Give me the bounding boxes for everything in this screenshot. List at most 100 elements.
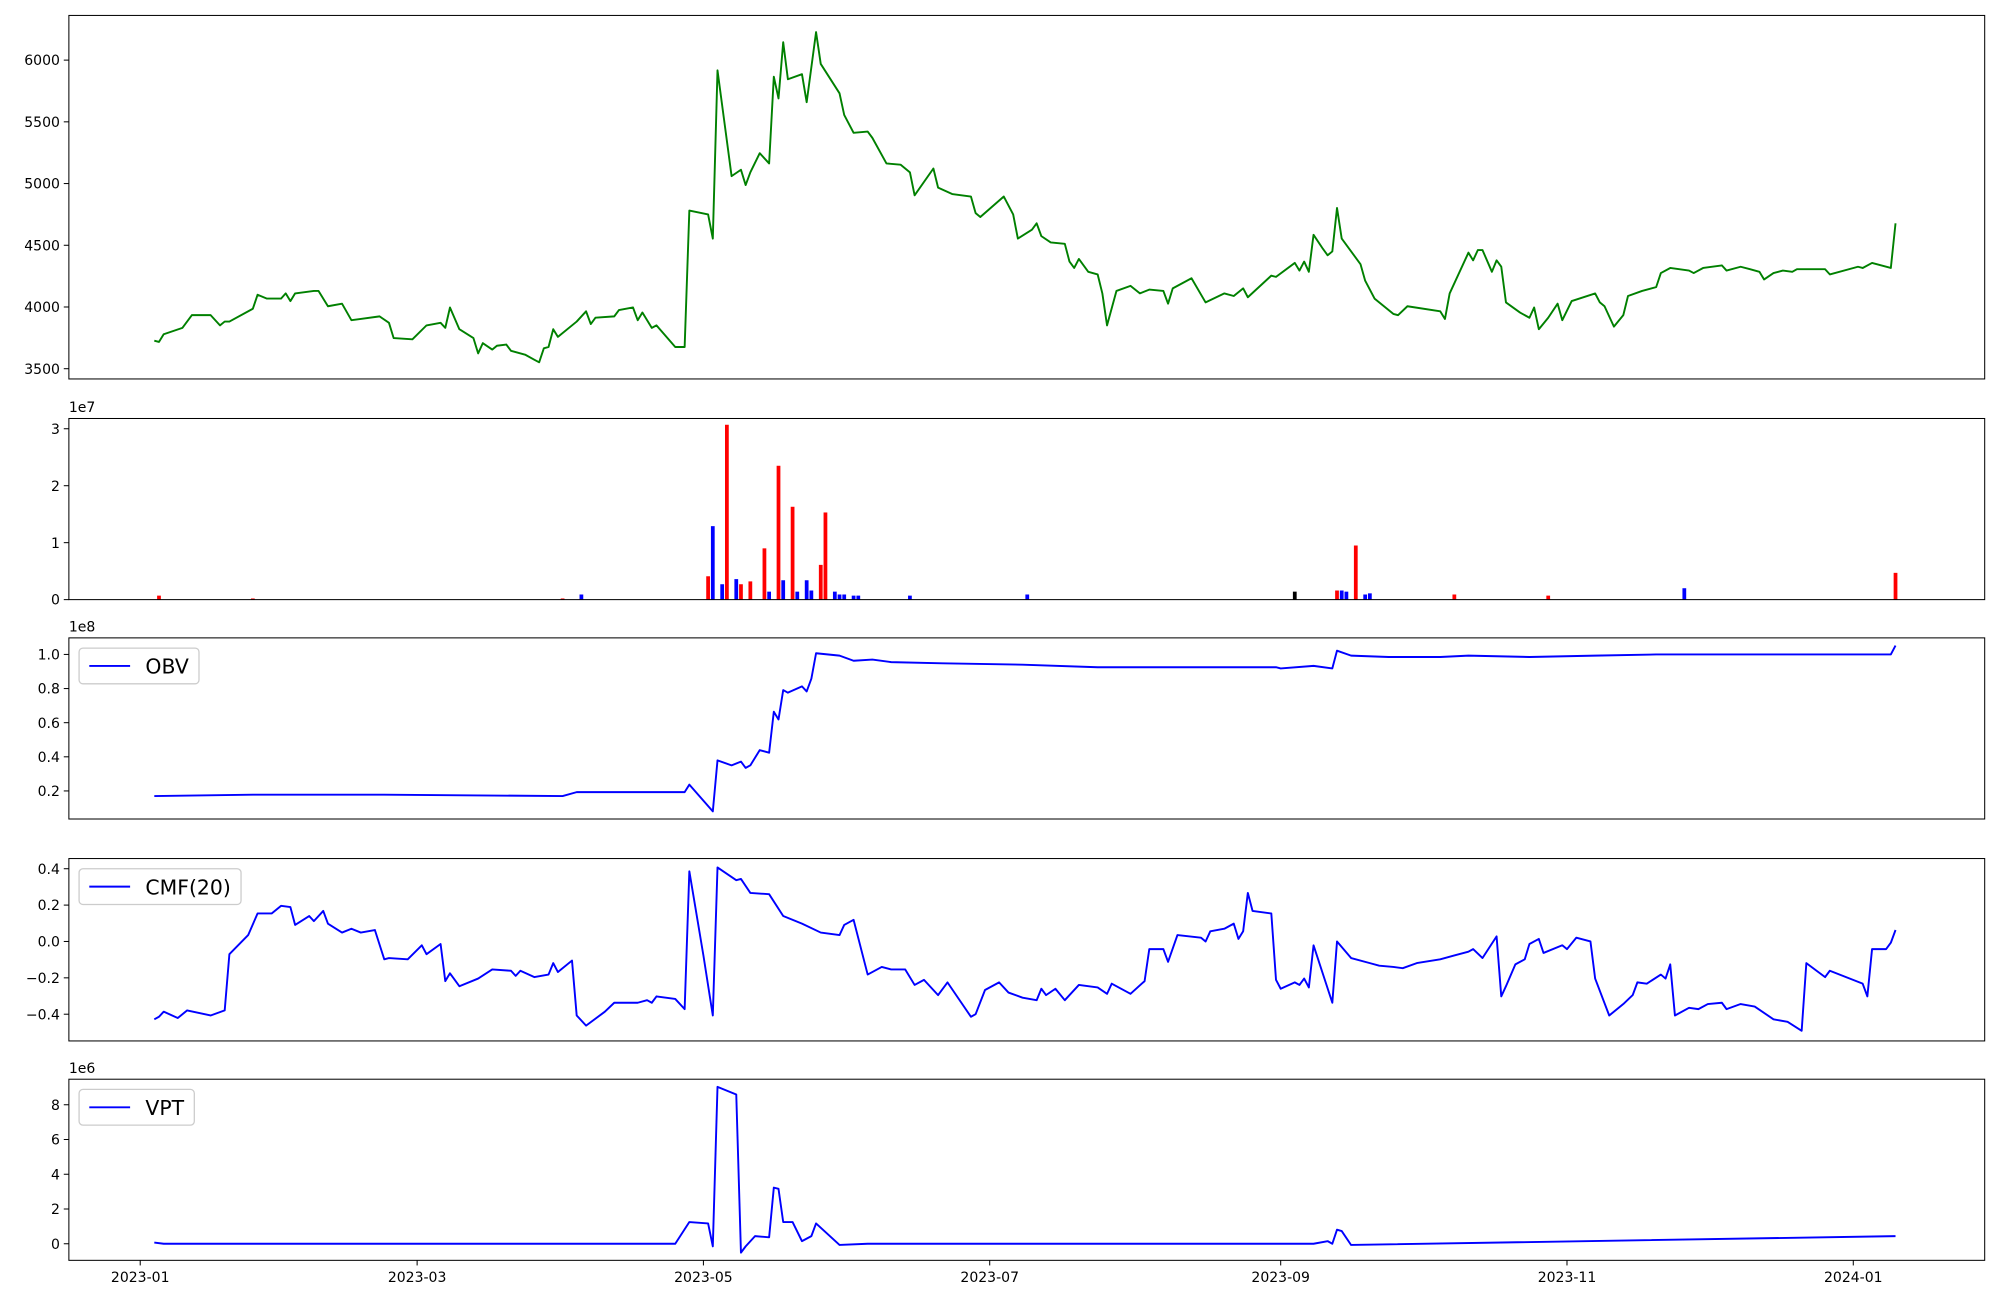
volume-bar — [767, 591, 771, 600]
axes-frame — [68, 637, 1986, 820]
volume-bar — [856, 595, 861, 600]
legend-box — [78, 868, 242, 906]
y-tick-label: 5500 — [24, 115, 60, 131]
volume-bar — [710, 526, 715, 600]
volume-bar — [250, 598, 255, 600]
volume-bar — [1893, 572, 1898, 600]
y-tick-label: 0.8 — [38, 682, 60, 698]
y-tick-label: 4000 — [24, 300, 60, 316]
volume-bar — [560, 598, 565, 600]
volume-bar — [725, 424, 729, 600]
x-tick-label: 2024-01 — [1824, 1270, 1883, 1286]
y-tick-label: 0 — [51, 1237, 60, 1253]
volume-bar — [1367, 593, 1372, 600]
offset-label: 1e7 — [69, 400, 95, 416]
legend-label: OBV — [145, 655, 188, 679]
y-tick-label: 0.2 — [38, 898, 60, 914]
legend-label: VPT — [145, 1096, 184, 1120]
y-tick-label: 0.0 — [38, 935, 60, 951]
volume-bar — [1682, 588, 1687, 600]
panel: 0.2 0.4 0.6 0.8 1.0 1e8 OBV — [38, 620, 1986, 820]
y-tick-label: 1.0 — [38, 648, 60, 664]
axes-frame — [68, 858, 1986, 1042]
y-tick-label: 6000 — [24, 53, 60, 69]
volume-bar — [1363, 594, 1368, 600]
volume-bar — [1546, 595, 1551, 600]
panel: 0 1 2 3 1e7 — [51, 400, 1986, 609]
volume-bar — [739, 584, 743, 600]
panel: −0.4 −0.2 0.0 0.2 0.4 CMF(20) — [26, 858, 1986, 1042]
plot-area — [154, 31, 1897, 364]
series-line — [154, 645, 1897, 813]
volume-bar — [1452, 594, 1457, 600]
axes-frame — [68, 14, 1986, 380]
volume-bar — [823, 512, 828, 600]
volume-bar — [579, 594, 584, 600]
y-tick-label: −0.4 — [26, 1007, 60, 1023]
y-tick-label: 3 — [51, 422, 60, 438]
plot-area — [154, 1085, 1896, 1254]
plot-area — [154, 645, 1897, 813]
y-tick-label: 5000 — [24, 177, 60, 193]
series-line — [154, 1085, 1896, 1254]
x-tick-label: 2023-01 — [111, 1270, 170, 1286]
volume-bar — [908, 595, 912, 600]
x-tick-label: 2023-11 — [1538, 1270, 1597, 1286]
legend-label: CMF(20) — [145, 875, 230, 899]
axes-frame — [68, 417, 1986, 601]
volume-bar — [832, 591, 837, 600]
volume-bar — [1344, 591, 1349, 600]
offset-label: 1e8 — [69, 620, 95, 636]
y-tick-label: 2 — [51, 479, 60, 495]
volume-bar — [804, 580, 809, 600]
x-tick-label: 2023-07 — [960, 1270, 1019, 1286]
volume-bar — [795, 591, 800, 600]
x-tick-label: 2023-09 — [1251, 1270, 1310, 1286]
volume-bar — [1335, 590, 1339, 600]
y-tick-label: 0.4 — [38, 862, 60, 878]
volume-bar — [1292, 591, 1297, 600]
axes-frame — [68, 1078, 1986, 1261]
y-tick-label: 1 — [51, 536, 60, 552]
volume-bar — [842, 594, 847, 600]
volume-bar — [1339, 590, 1344, 600]
y-tick-label: −0.2 — [26, 971, 60, 987]
y-tick-label: 0.4 — [38, 750, 60, 766]
x-tick-label: 2023-05 — [674, 1270, 733, 1286]
volume-bar — [837, 594, 842, 600]
volume-bar — [1025, 594, 1030, 600]
y-tick-label: 0.6 — [38, 716, 60, 732]
volume-bar — [706, 576, 710, 600]
y-tick-label: 0.2 — [38, 784, 60, 800]
volume-bar — [809, 590, 814, 600]
volume-bar — [748, 581, 753, 600]
y-tick-label: 2 — [51, 1202, 60, 1218]
y-tick-label: 0 — [51, 593, 60, 609]
y-tick-label: 4 — [51, 1167, 60, 1183]
series-line — [153, 866, 1897, 1032]
volume-bar — [818, 564, 823, 600]
x-tick-label: 2023-03 — [388, 1270, 447, 1286]
panel: 0 2 4 6 8 2023-01 2023-03 2023-05 2023-07 2023-09… — [51, 1061, 1986, 1286]
y-tick-label: 4500 — [24, 238, 60, 254]
series-line — [154, 31, 1897, 364]
volume-bar — [1353, 545, 1358, 600]
volume-bar — [781, 580, 786, 600]
y-tick-label: 8 — [51, 1098, 60, 1114]
y-tick-label: 6 — [51, 1133, 60, 1149]
volume-bar — [790, 506, 795, 600]
volume-bar — [157, 595, 161, 600]
volume-bar — [720, 584, 725, 600]
volume-bar — [734, 579, 739, 600]
volume-bar — [851, 595, 856, 600]
offset-label: 1e6 — [69, 1061, 96, 1077]
legend-box — [78, 647, 200, 685]
volume-bar — [762, 548, 767, 600]
legend-box — [78, 1088, 195, 1126]
volume-bar — [776, 465, 781, 600]
plot-area — [153, 866, 1897, 1032]
plot-area — [157, 424, 1898, 600]
panel: 3500 4000 4500 5000 5500 6000 — [24, 14, 1986, 380]
